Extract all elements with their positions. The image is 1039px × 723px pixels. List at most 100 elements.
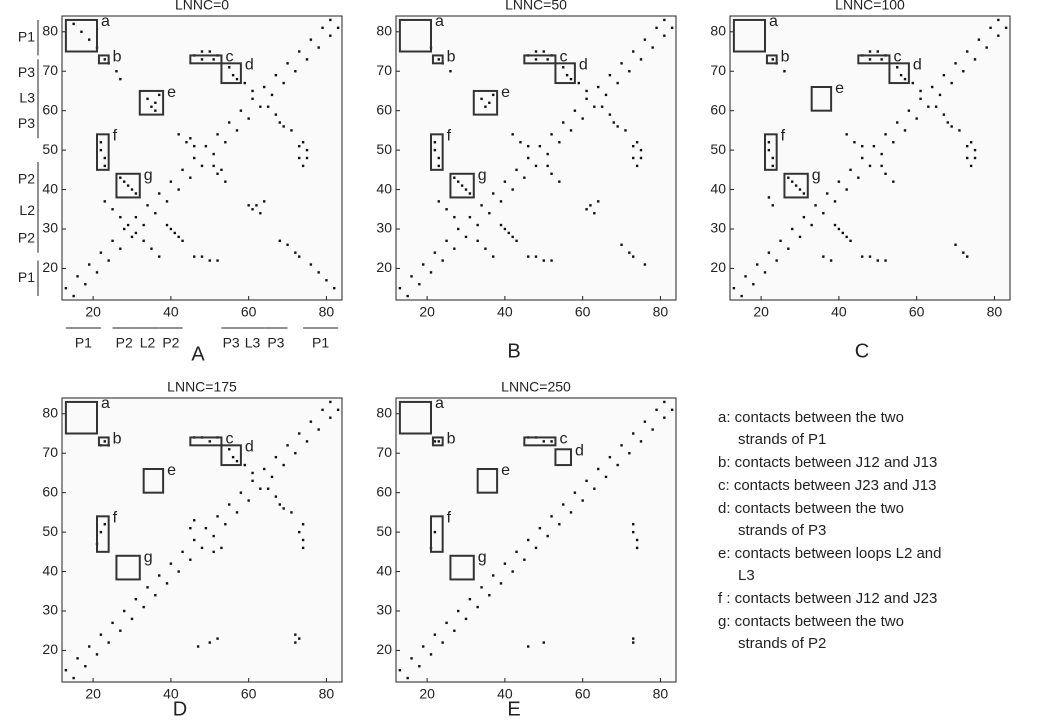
contact-dot xyxy=(410,657,413,660)
contact-dot xyxy=(251,471,254,475)
contact-dot xyxy=(884,133,887,136)
contact-dot-mirror xyxy=(484,247,487,250)
contact-dot xyxy=(64,668,68,672)
contact-dot-mirror xyxy=(329,416,332,419)
y-tick-label: 40 xyxy=(42,180,58,196)
region-box xyxy=(857,54,891,65)
region-box xyxy=(523,436,557,447)
contact-dot xyxy=(942,73,946,77)
contact-dot-mirror xyxy=(962,70,965,73)
contact-dot-mirror xyxy=(336,408,340,412)
contact-dot xyxy=(123,180,126,183)
contact-dot xyxy=(231,455,235,459)
contact-dot xyxy=(597,467,600,471)
region-box xyxy=(398,400,432,435)
contact-dot-mirror xyxy=(822,212,825,215)
region-label: g xyxy=(478,167,487,184)
contact-dot xyxy=(64,286,68,290)
contact-dot-mirror xyxy=(84,283,87,286)
y-tick-label: 60 xyxy=(376,483,392,499)
region-box xyxy=(220,62,242,85)
region-label: d xyxy=(575,442,584,459)
y-tick-label: 40 xyxy=(710,180,726,196)
contact-dot-mirror xyxy=(934,105,938,108)
contact-dot-mirror xyxy=(845,235,848,239)
region-label: g xyxy=(144,167,153,184)
panel-title: LNNC=50 xyxy=(505,0,567,13)
segment-label: L3 xyxy=(245,335,261,351)
contact-dot-mirror xyxy=(453,247,456,250)
contact-dot xyxy=(814,204,817,207)
contact-dot-mirror xyxy=(216,637,219,640)
contact-dot xyxy=(744,275,747,278)
contact-dot-mirror xyxy=(476,223,479,227)
contact-dot-mirror xyxy=(632,637,635,640)
y-tick-label: 60 xyxy=(42,483,58,499)
contact-dot-mirror xyxy=(406,676,409,680)
y-tick-label: 60 xyxy=(710,101,726,117)
contact-dot xyxy=(515,168,518,172)
contact-dot xyxy=(422,645,425,648)
contact-dot xyxy=(228,66,231,69)
contact-dot xyxy=(115,70,118,73)
contact-dot-mirror xyxy=(593,105,596,108)
contact-dot xyxy=(123,227,126,231)
note-text: b: contacts between J12 and J13 xyxy=(718,454,937,471)
contact-dot-mirror xyxy=(670,26,674,30)
x-tick-label: 40 xyxy=(497,304,513,320)
contact-dot xyxy=(437,58,440,61)
contact-dot xyxy=(99,148,103,152)
contact-dot-mirror xyxy=(511,235,514,239)
y-tick-label: 60 xyxy=(376,101,392,117)
contact-dot-mirror xyxy=(740,294,743,298)
region-box xyxy=(115,172,141,199)
region-box xyxy=(64,18,98,53)
y-tick-label: 60 xyxy=(42,101,58,117)
contact-dot xyxy=(771,164,774,168)
contact-dot xyxy=(274,73,278,77)
y-tick-label: 80 xyxy=(376,22,392,38)
contact-dot-mirror xyxy=(305,156,309,160)
region-label: f xyxy=(447,510,452,527)
x-tick-label: 40 xyxy=(163,304,179,320)
contact-dot-mirror xyxy=(876,259,879,262)
note-text: L3 xyxy=(738,567,755,584)
contact-dot-mirror xyxy=(499,582,503,585)
contact-dot-mirror xyxy=(220,546,223,550)
contact-dot xyxy=(515,550,518,554)
contact-dot-mirror xyxy=(317,271,320,274)
contact-dot-mirror xyxy=(966,156,969,160)
contact-dot-mirror xyxy=(639,148,643,152)
contact-dot-mirror xyxy=(429,653,433,656)
contact-dot xyxy=(849,168,852,172)
contact-dot xyxy=(433,148,437,152)
contact-dot-mirror xyxy=(787,247,790,250)
segment-label: P3 xyxy=(267,335,284,351)
contact-dot xyxy=(158,574,161,577)
contact-dot xyxy=(251,89,254,93)
contact-dot-mirror xyxy=(476,239,479,243)
y-tick-label: 30 xyxy=(42,602,58,618)
x-tick-label: 60 xyxy=(241,304,257,320)
segment-label: P1 xyxy=(312,335,329,351)
contact-dot-mirror xyxy=(309,263,313,266)
contact-dot xyxy=(200,50,204,53)
segment-label: P3 xyxy=(18,64,35,80)
contact-dot xyxy=(880,58,883,61)
contact-dot xyxy=(126,184,130,187)
contact-dot-mirror xyxy=(224,523,227,526)
x-tick-label: 20 xyxy=(85,304,101,320)
contact-dot xyxy=(239,109,243,112)
contact-dot xyxy=(437,156,440,160)
region-label: c xyxy=(225,49,233,66)
contact-dot-mirror xyxy=(635,546,639,550)
segment-label: L2 xyxy=(140,335,156,351)
contact-dot-mirror xyxy=(958,129,961,132)
contact-dot xyxy=(189,137,192,140)
segment-label: L3 xyxy=(19,90,35,106)
contact-dot xyxy=(103,440,106,443)
contact-dot-mirror xyxy=(569,511,573,514)
contact-dot xyxy=(480,204,483,207)
contact-dot-mirror xyxy=(235,129,239,132)
contact-dot-mirror xyxy=(604,475,608,479)
